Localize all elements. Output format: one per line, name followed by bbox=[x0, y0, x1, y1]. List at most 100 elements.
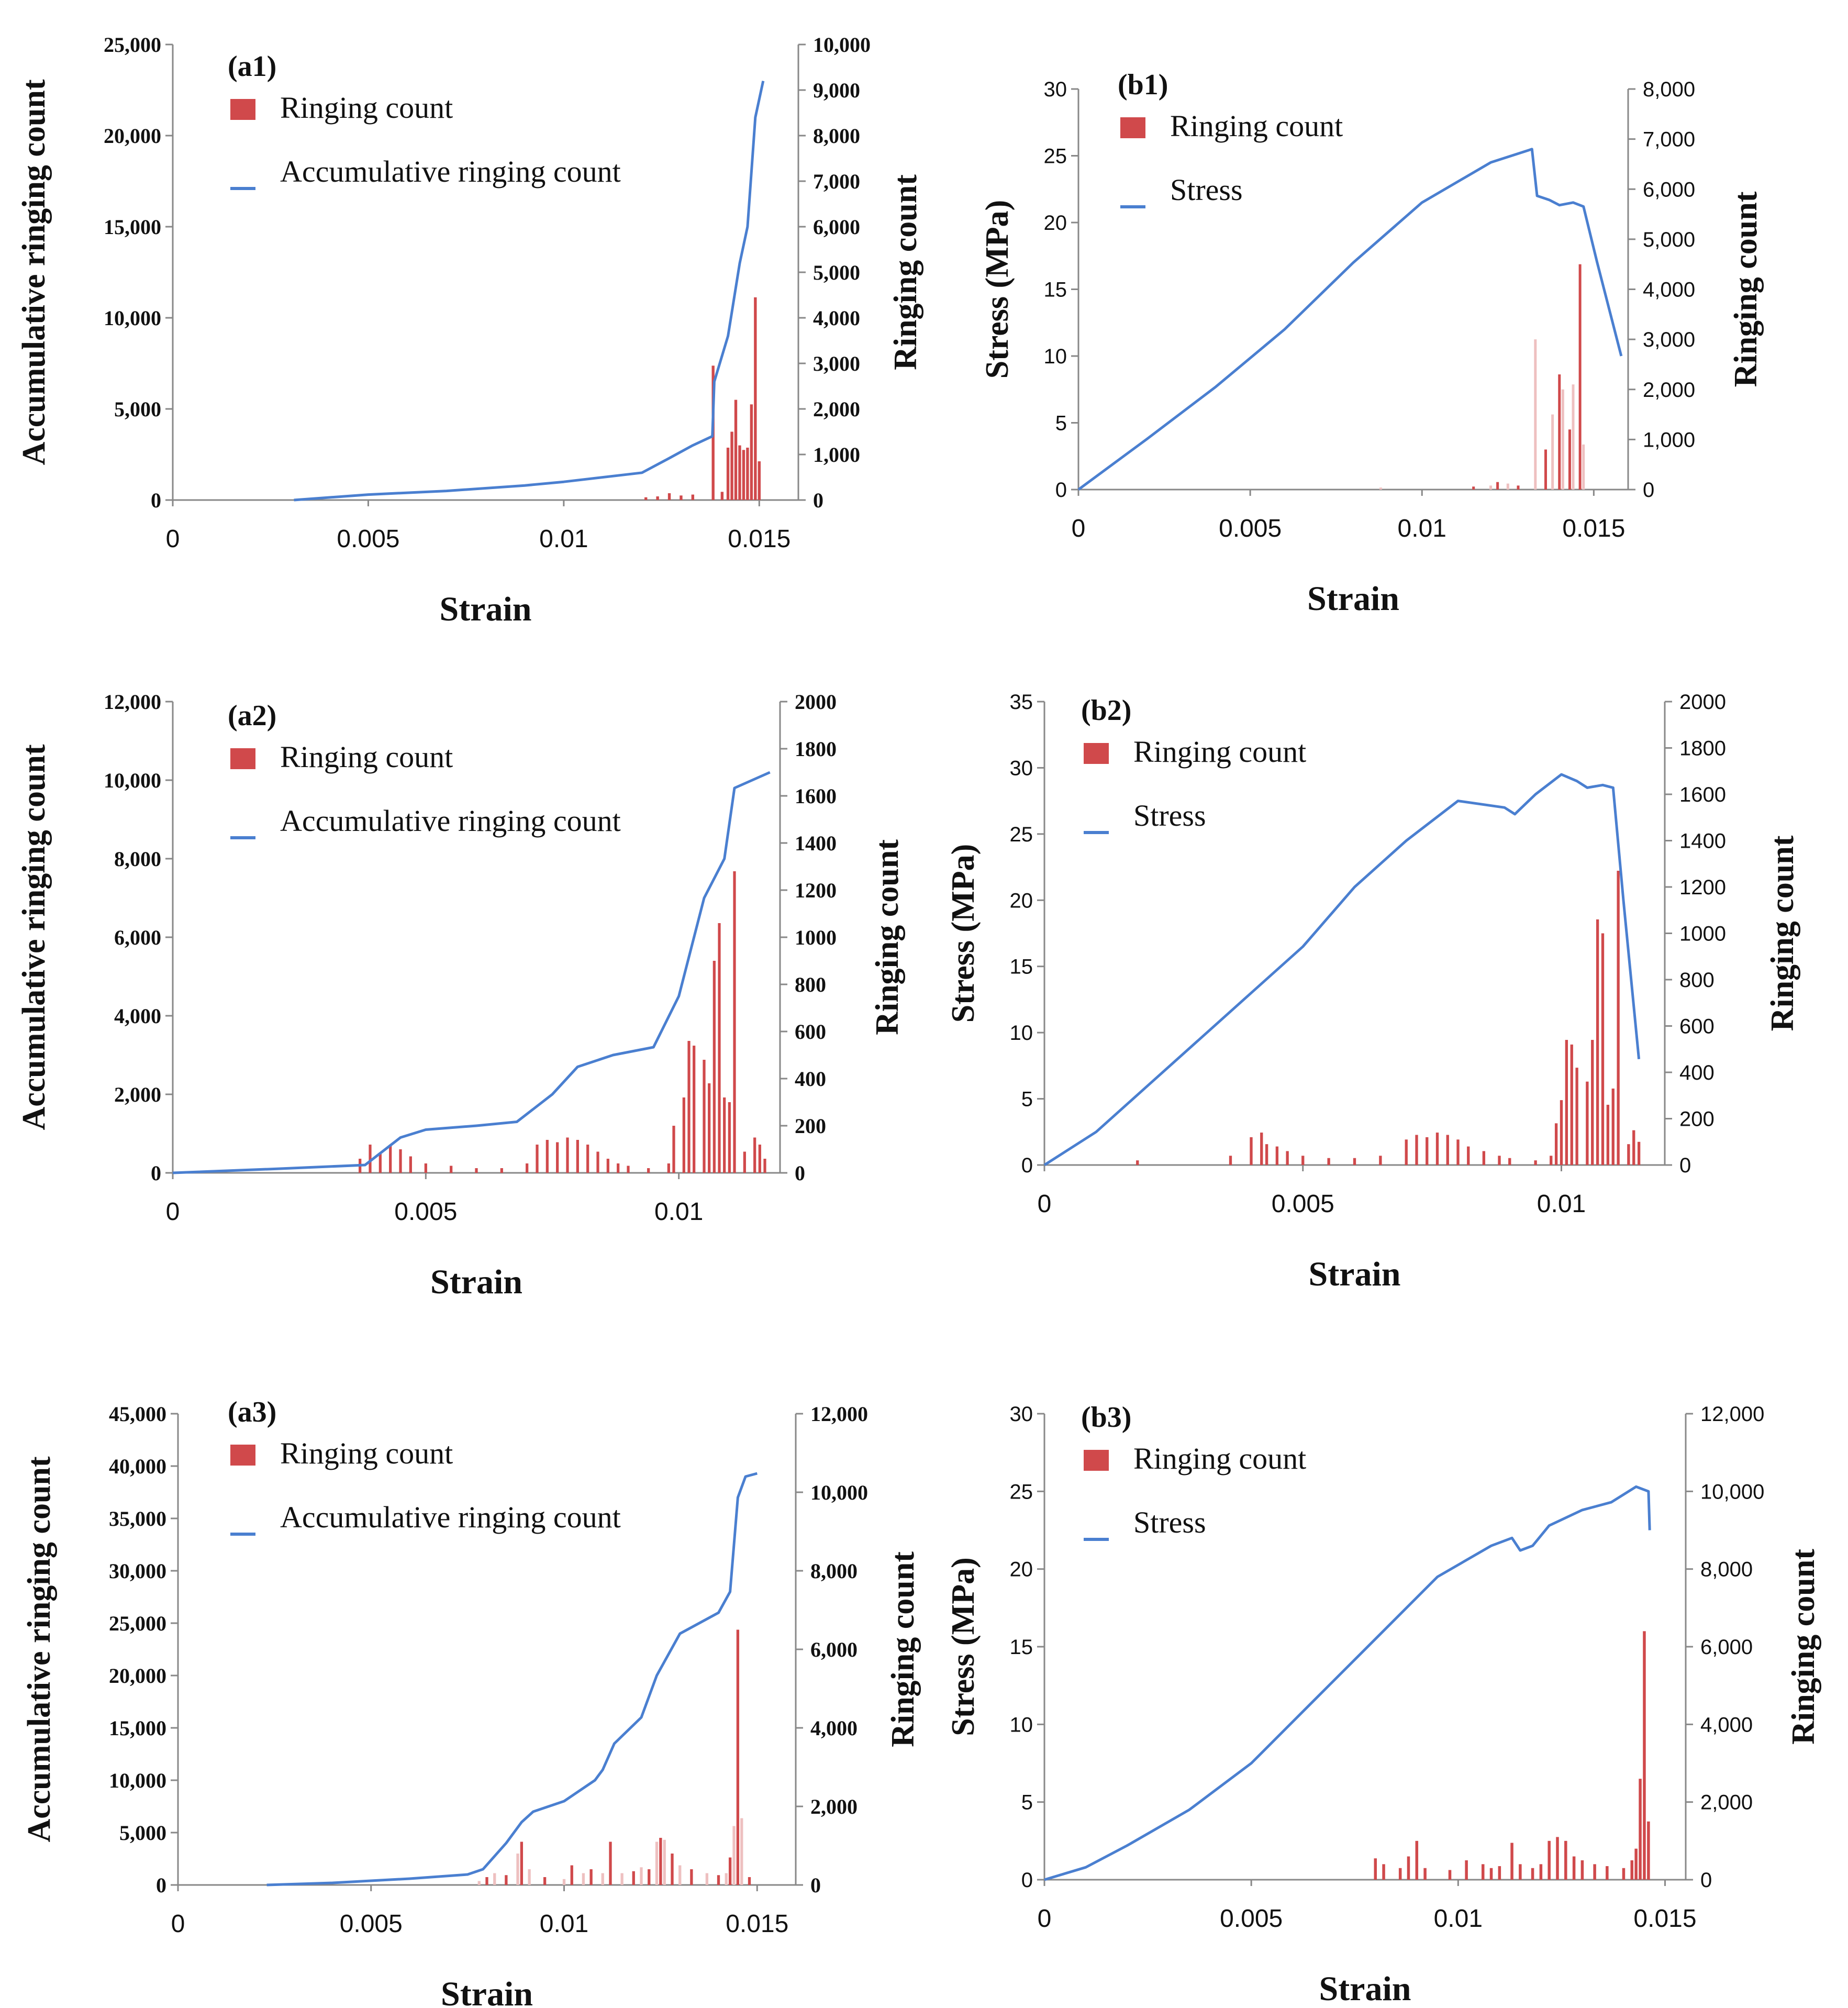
left-y-tick-label: 15 bbox=[1010, 956, 1033, 979]
left-y-tick-label: 6,000 bbox=[114, 926, 161, 949]
right-y-axis-title: Ringing count bbox=[888, 174, 923, 370]
accumulative-ringing-count-line bbox=[266, 1472, 758, 1887]
left-y-tick-label: 10 bbox=[1044, 345, 1067, 368]
accumulative-ringing-count-line bbox=[172, 771, 771, 1174]
ringing-count-bar bbox=[378, 1154, 382, 1173]
ringing-count-bar bbox=[1591, 1040, 1594, 1165]
right-y-tick-label: 4,000 bbox=[1643, 279, 1695, 302]
x-axis-title: Strain bbox=[439, 590, 531, 628]
ringing-count-bar bbox=[389, 1145, 392, 1173]
panel-b2: 0 5 10 15 20 25 30 35 0 200 400 600 800 1000 1200 1400 1… bbox=[945, 691, 1800, 1293]
legend-swatch-bars bbox=[1084, 743, 1109, 764]
ringing-count-bar bbox=[1379, 487, 1382, 490]
ringing-count-bar bbox=[620, 1873, 624, 1885]
left-y-tick-label: 0 bbox=[156, 1873, 166, 1897]
ringing-count-bar bbox=[1498, 1866, 1501, 1880]
right-y-tick-label: 7,000 bbox=[813, 170, 860, 193]
ringing-count-bar bbox=[1265, 1144, 1268, 1165]
x-tick-label: 0.005 bbox=[394, 1198, 457, 1226]
legend-swatch-bars bbox=[230, 99, 255, 120]
left-y-tick-label: 15,000 bbox=[109, 1716, 166, 1740]
right-y-tick-label: 8,000 bbox=[1700, 1558, 1753, 1581]
ringing-count-bar bbox=[1398, 1868, 1402, 1880]
ringing-count-bar bbox=[1426, 1137, 1429, 1165]
panel-label: (a2) bbox=[228, 700, 276, 732]
ringing-count-bar bbox=[520, 1841, 524, 1885]
x-tick-label: 0.005 bbox=[1219, 515, 1282, 542]
ringing-count-bar bbox=[713, 961, 716, 1173]
ringing-count-bar bbox=[1379, 1156, 1382, 1165]
right-y-tick-label: 800 bbox=[795, 973, 826, 996]
ringing-count-bar bbox=[717, 1875, 720, 1885]
ringing-count-bar bbox=[678, 1865, 682, 1885]
ringing-count-bar bbox=[576, 1140, 579, 1173]
ringing-count-bar bbox=[570, 1865, 573, 1885]
ringing-count-bar bbox=[617, 1163, 620, 1173]
ringing-count-bar bbox=[424, 1163, 427, 1173]
ringing-count-bar bbox=[718, 923, 721, 1173]
left-y-tick-label: 0 bbox=[1021, 1869, 1033, 1892]
left-y-tick-label: 0 bbox=[151, 489, 161, 512]
ringing-count-bar bbox=[1405, 1139, 1408, 1165]
right-y-tick-label: 6,000 bbox=[813, 215, 860, 239]
ringing-count-bar bbox=[1617, 871, 1620, 1165]
ringing-count-bar bbox=[1498, 1156, 1501, 1165]
right-y-tick-label: 8,000 bbox=[813, 124, 860, 148]
right-y-tick-label: 6,000 bbox=[1700, 1636, 1753, 1659]
right-y-tick-label: 5,000 bbox=[1643, 228, 1695, 251]
ringing-count-bar bbox=[1570, 1044, 1573, 1165]
ringing-count-bar bbox=[726, 447, 730, 500]
right-y-tick-label: 600 bbox=[795, 1020, 826, 1044]
right-y-tick-label: 0 bbox=[1643, 479, 1654, 502]
right-y-tick-label: 1200 bbox=[795, 879, 837, 902]
ringing-count-bar bbox=[1481, 1864, 1485, 1880]
ringing-count-bar bbox=[1374, 1858, 1377, 1880]
ringing-count-bar bbox=[725, 1873, 728, 1885]
right-y-tick-label: 0 bbox=[795, 1161, 805, 1185]
ringing-count-bar bbox=[526, 1163, 529, 1173]
ringing-count-bar bbox=[493, 1873, 496, 1885]
ringing-count-bar bbox=[742, 450, 745, 500]
right-y-axis-title: Ringing count bbox=[885, 1551, 921, 1747]
right-y-tick-label: 600 bbox=[1679, 1015, 1715, 1038]
ringing-count-bar bbox=[740, 1818, 743, 1885]
left-y-tick-label: 35 bbox=[1010, 691, 1033, 714]
ringing-count-bar bbox=[1250, 1137, 1253, 1165]
ringing-count-bar bbox=[687, 1041, 691, 1173]
ringing-count-bar bbox=[746, 447, 749, 500]
legend-label-line: Accumulative ringing count bbox=[280, 804, 621, 838]
left-y-tick-label: 0 bbox=[1021, 1154, 1033, 1177]
right-y-tick-label: 0 bbox=[1679, 1154, 1691, 1177]
ringing-count-bar bbox=[1260, 1133, 1263, 1165]
stress-line bbox=[1044, 1485, 1651, 1881]
left-y-tick-label: 8,000 bbox=[114, 847, 161, 871]
x-axis-title: Strain bbox=[1307, 580, 1399, 618]
ringing-count-bar bbox=[516, 1854, 519, 1885]
left-y-tick-label: 5,000 bbox=[119, 1821, 166, 1845]
right-y-axis-title: Ringing count bbox=[870, 839, 905, 1035]
ringing-count-bar bbox=[485, 1877, 488, 1885]
ringing-count-bar bbox=[543, 1877, 547, 1885]
right-y-tick-label: 0 bbox=[1700, 1869, 1712, 1892]
ringing-count-bar bbox=[1456, 1139, 1460, 1165]
ringing-count-bar bbox=[586, 1145, 589, 1173]
panel-b1: 0 5 10 15 20 25 30 0 1,000 2,000 3,000 4,000 5,000 6,… bbox=[979, 69, 1764, 618]
legend-label-ringing-count: Ringing count bbox=[1170, 109, 1343, 143]
ringing-count-bar bbox=[655, 1841, 659, 1885]
right-y-tick-label: 10,000 bbox=[813, 33, 871, 57]
ringing-count-bar bbox=[1286, 1151, 1289, 1165]
legend-label-line: Stress bbox=[1133, 1505, 1206, 1539]
x-tick-label: 0.005 bbox=[1220, 1905, 1283, 1933]
left-y-tick-label: 25 bbox=[1044, 145, 1067, 168]
ringing-count-bar bbox=[682, 1097, 685, 1173]
ringing-count-bar bbox=[647, 1168, 650, 1173]
x-tick-label: 0.015 bbox=[728, 525, 791, 553]
ringing-count-bar bbox=[1550, 1156, 1553, 1165]
x-tick-label: 0 bbox=[1072, 515, 1086, 542]
ringing-count-bar bbox=[450, 1166, 453, 1173]
left-y-tick-label: 30 bbox=[1044, 78, 1067, 101]
ringing-count-bar bbox=[601, 1873, 604, 1885]
right-y-tick-label: 4,000 bbox=[810, 1716, 858, 1740]
ringing-count-bar bbox=[1489, 485, 1492, 490]
